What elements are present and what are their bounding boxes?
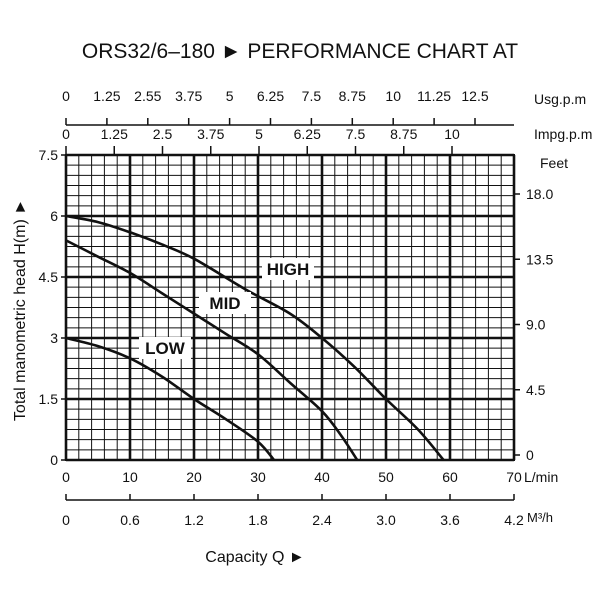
series-label-bg <box>139 337 191 359</box>
usgpm-tick-label: 11.25 <box>417 88 451 104</box>
usgpm-tick-label: 0 <box>62 88 70 104</box>
impgpm-tick-label: 7.5 <box>346 126 366 142</box>
m3h-tick-label: 0 <box>62 512 70 528</box>
usgpm-tick-label: 12.5 <box>461 88 488 104</box>
impgpm-tick-label: 3.75 <box>197 126 224 142</box>
x-tick-label: 70 <box>506 469 522 485</box>
feet-tick-label: 9.0 <box>526 317 546 333</box>
series-label-bg <box>199 292 251 314</box>
y-tick-label: 3 <box>50 330 58 346</box>
m3h-tick-label: 1.8 <box>248 512 268 528</box>
x-tick-label: 50 <box>378 469 394 485</box>
chart-title: ORS32/6–180 ► PERFORMANCE CHART AT <box>82 40 518 63</box>
grid <box>64 153 516 462</box>
impgpm-unit-label: Impg.p.m <box>534 126 592 142</box>
y-axis-label: Total manometric head H(m) ► <box>12 199 29 421</box>
m3h-tick-label: 3.6 <box>440 512 460 528</box>
m3h-tick-label: 0.6 <box>120 512 140 528</box>
series-label-mid: MID <box>209 294 240 313</box>
m3h-unit-label: M³/h <box>527 510 553 525</box>
m3h-tick-label: 3.0 <box>376 512 396 528</box>
impgpm-tick-label: 6.25 <box>294 126 321 142</box>
series-label-bg <box>262 258 314 280</box>
feet-tick-label: 4.5 <box>526 382 546 398</box>
impgpm-tick-label: 0 <box>62 126 70 142</box>
curve-low <box>65 336 276 461</box>
usgpm-tick-label: 6.25 <box>257 88 284 104</box>
x-tick-label: 10 <box>122 469 138 485</box>
usgpm-tick-label: 7.5 <box>302 88 322 104</box>
impgpm-tick-label: 10 <box>444 126 460 142</box>
series-label-low: LOW <box>145 339 186 358</box>
feet-tick-label: 0 <box>526 447 534 463</box>
usgpm-tick-label: 1.25 <box>93 88 120 104</box>
usgpm-tick-label: 8.75 <box>339 88 366 104</box>
impgpm-tick-label: 8.75 <box>390 126 417 142</box>
usgpm-tick-label: 5 <box>226 88 234 104</box>
y-tick-label: 0 <box>50 452 58 468</box>
usgpm-tick-label: 10 <box>385 88 401 104</box>
y-tick-label: 4.5 <box>39 269 59 285</box>
x-tick-label: 20 <box>186 469 202 485</box>
y-tick-label: 6 <box>50 208 58 224</box>
curve-high <box>65 214 445 461</box>
x-axis-label: Capacity Q ► <box>205 549 304 566</box>
y-tick-label: 1.5 <box>39 391 59 407</box>
impgpm-tick-label: 1.25 <box>101 126 128 142</box>
m3h-tick-label: 2.4 <box>312 512 332 528</box>
impgpm-tick-label: 5 <box>255 126 263 142</box>
x-tick-label: 40 <box>314 469 330 485</box>
x-tick-label: 0 <box>62 469 70 485</box>
feet-tick-label: 18.0 <box>526 186 553 202</box>
x-tick-label: 30 <box>250 469 266 485</box>
series-label-high: HIGH <box>267 260 310 279</box>
usgpm-tick-label: 2.55 <box>134 88 161 104</box>
x-unit-label: L/min <box>524 469 558 485</box>
curve-mid <box>65 239 359 461</box>
m3h-tick-label: 4.2 <box>504 512 524 528</box>
impgpm-tick-label: 2.5 <box>153 126 173 142</box>
feet-unit-label: Feet <box>540 155 568 171</box>
plot-frame <box>65 154 515 461</box>
usgpm-tick-label: 3.75 <box>175 88 202 104</box>
x-tick-label: 60 <box>442 469 458 485</box>
m3h-tick-label: 1.2 <box>184 512 204 528</box>
y-tick-label: 7.5 <box>39 147 59 163</box>
curves: HIGH MID LOW <box>65 214 445 461</box>
usgpm-unit-label: Usg.p.m <box>534 91 586 107</box>
feet-tick-label: 13.5 <box>526 251 553 267</box>
